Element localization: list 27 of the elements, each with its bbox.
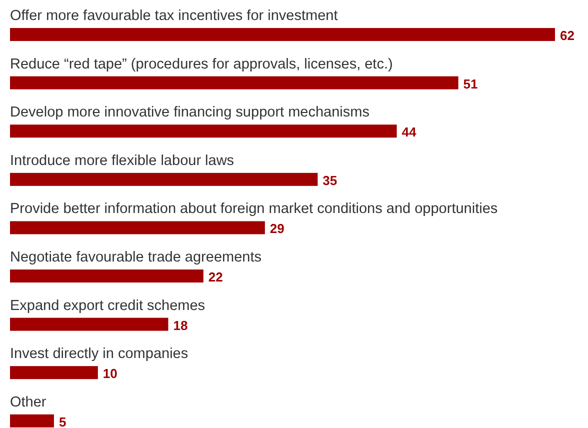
data-label: 10 (102, 366, 118, 382)
bar (10, 28, 555, 41)
y-tick-label: Negotiate favourable trade agreements (10, 250, 262, 266)
data-label: 44 (402, 124, 418, 140)
data-label: 22 (208, 270, 223, 284)
bar (10, 414, 54, 428)
y-tick-label: Offer more favourable tax incentives for investment (10, 8, 338, 24)
data-label: 35 (322, 172, 338, 188)
bar (10, 124, 397, 138)
y-tick-label: Expand export credit schemes (10, 298, 206, 314)
bar (10, 270, 204, 282)
data-label: 29 (270, 221, 284, 236)
y-tick-label: Other (10, 394, 46, 410)
bar (10, 366, 98, 380)
data-label: 18 (173, 318, 188, 333)
data-label: 62 (560, 28, 574, 43)
bar (10, 172, 318, 186)
bar (10, 221, 265, 234)
y-tick-label: Develop more innovative financing support mechanisms (10, 104, 370, 121)
data-label: 51 (463, 76, 478, 92)
data-label: 5 (58, 414, 66, 428)
y-tick-label: Provide better information about foreign market conditions and opportunities (10, 201, 498, 218)
y-tick-label: Invest directly in companies (10, 346, 188, 362)
bar (10, 76, 458, 90)
y-tick-label: Reduce “red tape” (procedures for approvals, licenses, etc.) (10, 56, 393, 72)
y-tick-label: Introduce more flexible labour laws (10, 152, 234, 169)
bar (10, 318, 168, 331)
